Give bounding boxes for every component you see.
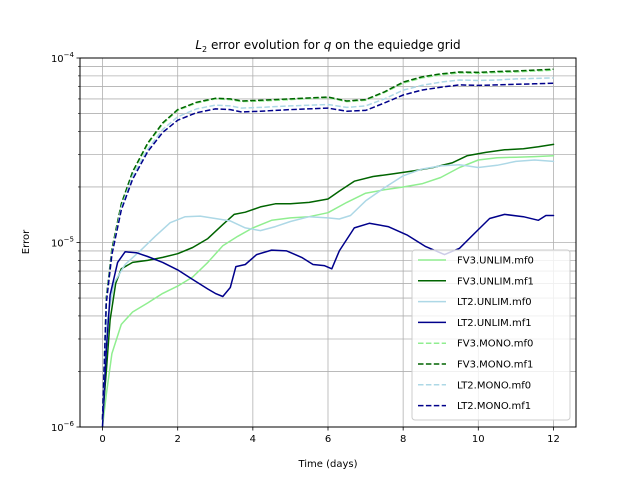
legend-label: FV3.MONO.mf1 [457, 360, 533, 371]
series-line-lt2-unlim-mf0 [101, 159, 555, 427]
y-tick-label: 10−6 [51, 420, 75, 434]
legend-box [411, 249, 571, 421]
x-tick-label: 10 [472, 434, 485, 445]
x-tick-label: 12 [547, 434, 560, 445]
legend-label: LT2.MONO.mf0 [457, 380, 531, 391]
series-line-fv3-mono-mf1 [101, 68, 554, 420]
x-tick-label: 0 [99, 434, 105, 445]
y-axis-label: Error [21, 229, 32, 254]
legend-label: LT2.UNLIM.mf0 [457, 297, 532, 308]
x-tick-label: 2 [175, 434, 181, 445]
y-axis-ticks: 10−6 10−5 10−4 [51, 51, 80, 434]
series-line-lt2-unlim-mf1 [101, 213, 555, 427]
series-lines [101, 68, 555, 427]
title-prefix: L [195, 38, 202, 52]
series-line-fv3-unlim-mf1 [101, 143, 555, 421]
legend-label: FV3.MONO.mf0 [457, 339, 533, 350]
legend-label: LT2.UNLIM.mf1 [457, 318, 532, 329]
title-subscript: 2 [202, 45, 207, 54]
y-tick-label: 10−5 [51, 236, 74, 250]
x-tick-label: 6 [325, 434, 331, 445]
x-axis-ticks: 0 2 4 6 8 10 12 [99, 427, 560, 445]
x-tick-label: 8 [400, 434, 406, 445]
x-tick-label: 4 [250, 434, 256, 445]
legend: FV3.UNLIM.mf0 FV3.UNLIM.mf1 LT2.UNLIM.mf0 L… [411, 249, 571, 421]
title-variable: q [324, 38, 332, 52]
x-axis-label: Time (days) [297, 459, 357, 470]
y-tick-label: 10−4 [51, 51, 75, 65]
legend-label: FV3.UNLIM.mf0 [457, 256, 534, 267]
chart-title: L2 error evolution for q on the equiedge… [195, 38, 460, 54]
legend-label: LT2.MONO.mf1 [457, 401, 531, 412]
legend-label: FV3.UNLIM.mf1 [457, 276, 534, 287]
series-line-lt2-mono-mf0 [101, 77, 554, 420]
series-line-lt2-mono-mf1 [101, 82, 554, 420]
title-middle: error evolution for [207, 38, 324, 52]
title-suffix: on the equiedge grid [331, 38, 460, 52]
